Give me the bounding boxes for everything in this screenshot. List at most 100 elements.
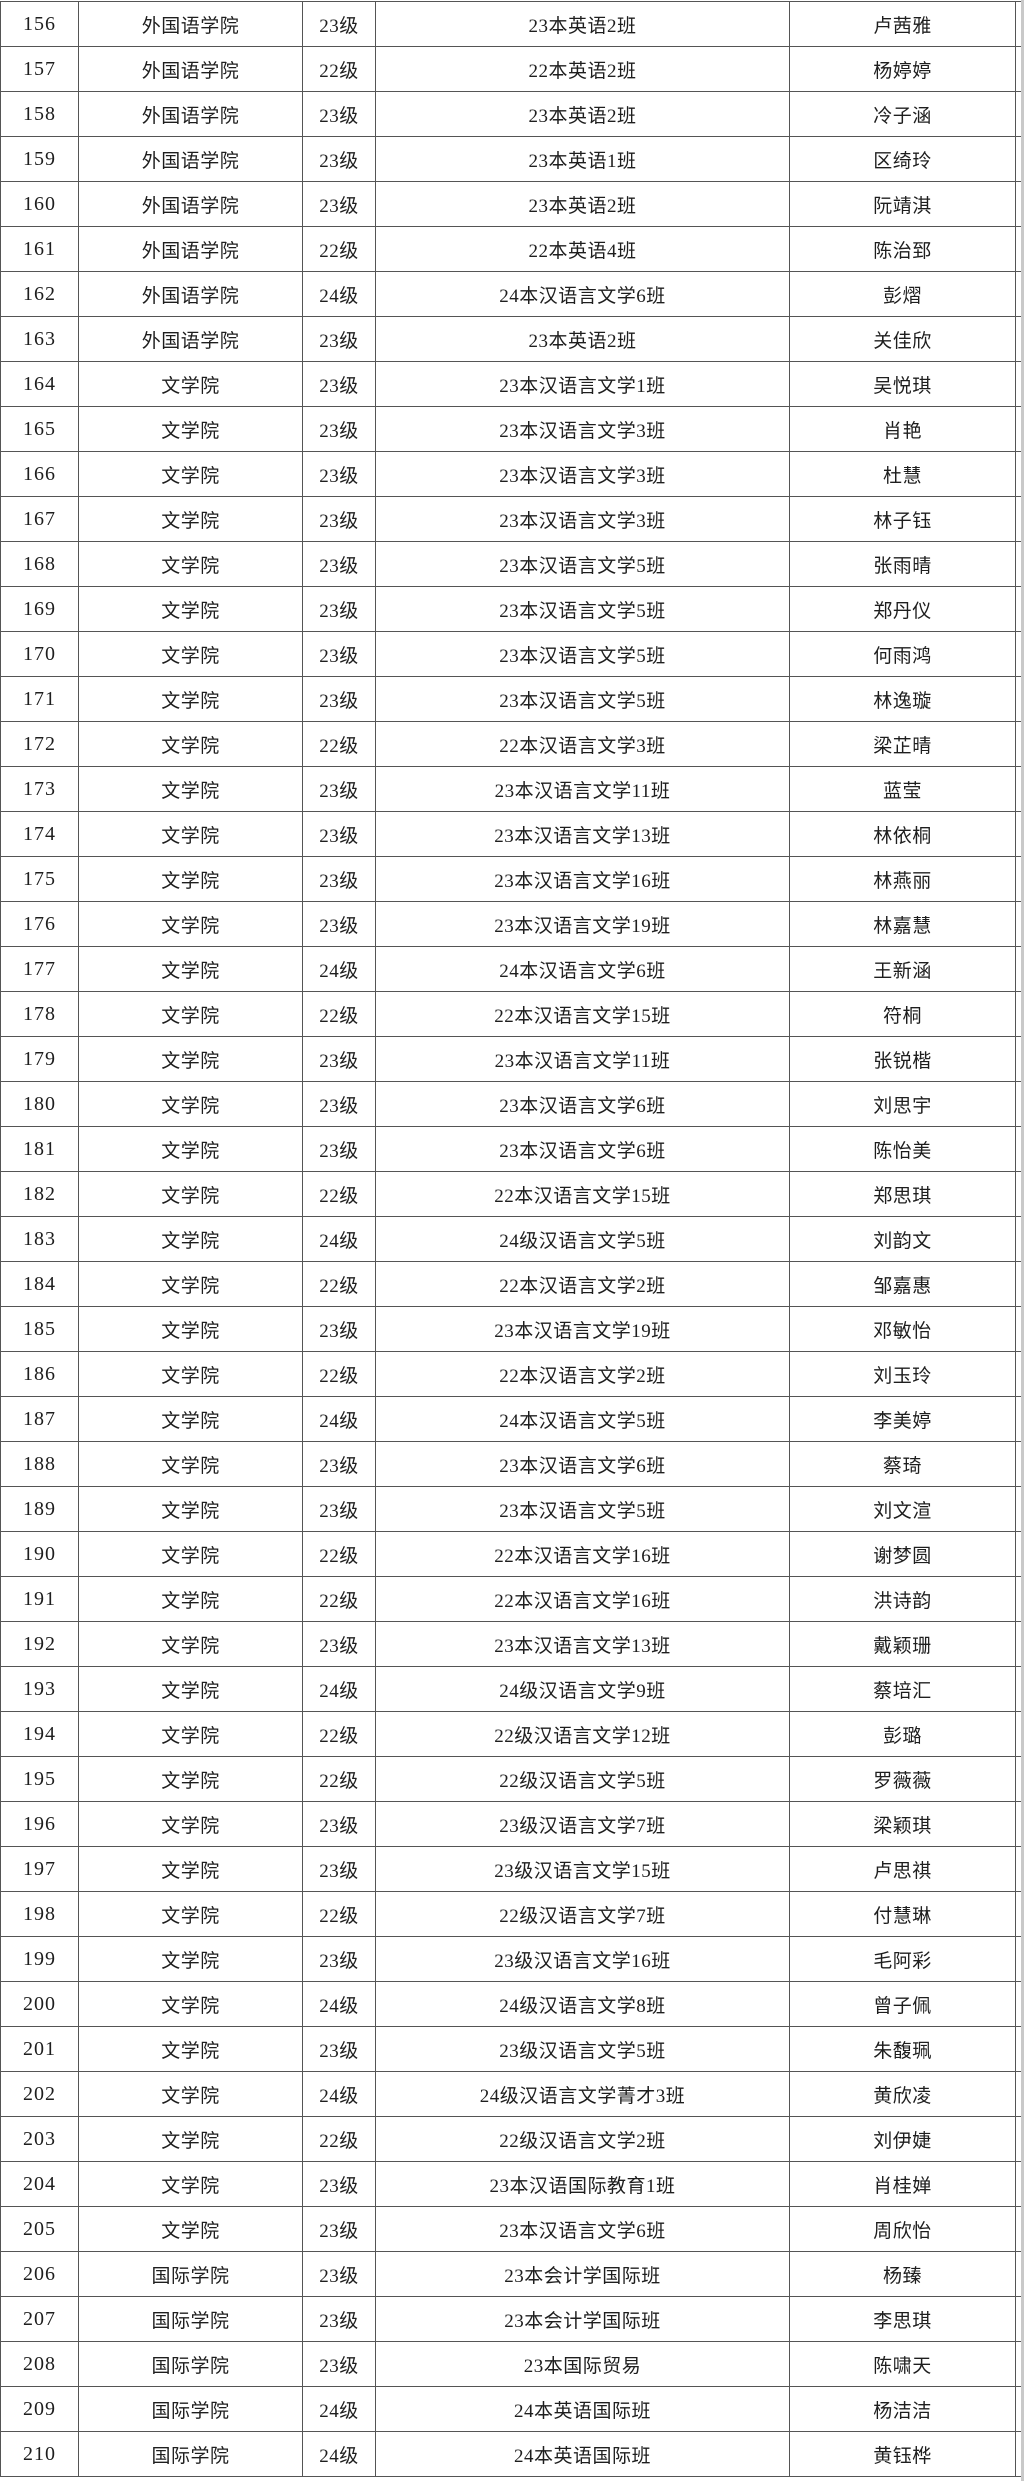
cell-student-name: 郑思琪 bbox=[789, 1171, 1016, 1217]
cell-class: 23本汉语言文学5班 bbox=[375, 541, 790, 587]
cell-grade: 22级 bbox=[302, 721, 376, 767]
cell-college: 文学院 bbox=[78, 1126, 303, 1172]
cell-class: 22本英语4班 bbox=[375, 226, 790, 272]
cell-class: 22本汉语言文学15班 bbox=[375, 991, 790, 1037]
cell-student-name: 彭熠 bbox=[789, 271, 1016, 317]
cell-student-name: 梁芷晴 bbox=[789, 721, 1016, 767]
table-row: 174 文学院 23级 23本汉语言文学13班 林依桐 bbox=[0, 811, 1022, 857]
cell-grade: 23级 bbox=[302, 676, 376, 722]
cell-grade: 23级 bbox=[302, 1936, 376, 1982]
cell-class: 23级汉语言文学5班 bbox=[375, 2026, 790, 2072]
cell-class: 23级汉语言文学7班 bbox=[375, 1801, 790, 1847]
cell-college: 文学院 bbox=[78, 811, 303, 857]
cell-row-number: 157 bbox=[0, 46, 79, 92]
cell-grade: 23级 bbox=[302, 316, 376, 362]
cell-college: 外国语学院 bbox=[78, 316, 303, 362]
table-row: 175 文学院 23级 23本汉语言文学16班 林燕丽 bbox=[0, 856, 1022, 902]
cell-row-number: 182 bbox=[0, 1171, 79, 1217]
cell-student-name: 朱馥珮 bbox=[789, 2026, 1016, 2072]
cell-class: 23本汉语言文学13班 bbox=[375, 1621, 790, 1667]
cell-student-name: 刘韵文 bbox=[789, 1216, 1016, 1262]
cell-student-name: 冷子涵 bbox=[789, 91, 1016, 137]
table-row: 190 文学院 22级 22本汉语言文学16班 谢梦圆 bbox=[0, 1531, 1022, 1577]
cell-student-name: 杨婷婷 bbox=[789, 46, 1016, 92]
table-row: 188 文学院 23级 23本汉语言文学6班 蔡琦 bbox=[0, 1441, 1022, 1487]
cell-college: 文学院 bbox=[78, 1576, 303, 1622]
cell-grade: 23级 bbox=[302, 361, 376, 407]
cell-grade: 23级 bbox=[302, 1846, 376, 1892]
cell-row-number: 161 bbox=[0, 226, 79, 272]
cell-class: 24本汉语言文学6班 bbox=[375, 946, 790, 992]
cell-class: 22本汉语言文学3班 bbox=[375, 721, 790, 767]
table-row: 178 文学院 22级 22本汉语言文学15班 符桐 bbox=[0, 991, 1022, 1037]
cell-grade: 23级 bbox=[302, 1081, 376, 1127]
cell-row-number: 181 bbox=[0, 1126, 79, 1172]
table-row: 161 外国语学院 22级 22本英语4班 陈治郅 bbox=[0, 226, 1022, 272]
cell-row-number: 163 bbox=[0, 316, 79, 362]
table-row: 160 外国语学院 23级 23本英语2班 阮靖淇 bbox=[0, 181, 1022, 227]
cell-row-number: 191 bbox=[0, 1576, 79, 1622]
cell-row-number: 179 bbox=[0, 1036, 79, 1082]
cell-student-name: 蓝莹 bbox=[789, 766, 1016, 812]
cell-college: 国际学院 bbox=[78, 2341, 303, 2387]
cell-row-number: 199 bbox=[0, 1936, 79, 1982]
cell-student-name: 罗薇薇 bbox=[789, 1756, 1016, 1802]
cell-college: 国际学院 bbox=[78, 2251, 303, 2297]
cell-college: 国际学院 bbox=[78, 2296, 303, 2342]
cell-row-number: 171 bbox=[0, 676, 79, 722]
cell-college: 国际学院 bbox=[78, 2431, 303, 2477]
cell-class: 23本英语2班 bbox=[375, 316, 790, 362]
cell-grade: 23级 bbox=[302, 451, 376, 497]
cell-college: 文学院 bbox=[78, 1036, 303, 1082]
cell-row-number: 208 bbox=[0, 2341, 79, 2387]
cell-grade: 22级 bbox=[302, 1891, 376, 1937]
cell-student-name: 杨洁洁 bbox=[789, 2386, 1016, 2432]
table-row: 183 文学院 24级 24级汉语言文学5班 刘韵文 bbox=[0, 1216, 1022, 1262]
cell-class: 23本国际贸易 bbox=[375, 2341, 790, 2387]
cell-class: 22本英语2班 bbox=[375, 46, 790, 92]
cell-row-number: 203 bbox=[0, 2116, 79, 2162]
cell-grade: 23级 bbox=[302, 1036, 376, 1082]
cell-grade: 23级 bbox=[302, 1621, 376, 1667]
cell-college: 文学院 bbox=[78, 1621, 303, 1667]
cell-class: 23本英语1班 bbox=[375, 136, 790, 182]
table-row: 180 文学院 23级 23本汉语言文学6班 刘思宇 bbox=[0, 1081, 1022, 1127]
cell-row-number: 196 bbox=[0, 1801, 79, 1847]
cell-student-name: 刘思宇 bbox=[789, 1081, 1016, 1127]
cell-class: 23本英语2班 bbox=[375, 181, 790, 227]
cell-class: 22本汉语言文学2班 bbox=[375, 1261, 790, 1307]
cell-row-number: 205 bbox=[0, 2206, 79, 2252]
cell-grade: 24级 bbox=[302, 1396, 376, 1442]
table-row: 187 文学院 24级 24本汉语言文学5班 李美婷 bbox=[0, 1396, 1022, 1442]
cell-row-number: 202 bbox=[0, 2071, 79, 2117]
cell-student-name: 林子钰 bbox=[789, 496, 1016, 542]
cell-student-name: 杨臻 bbox=[789, 2251, 1016, 2297]
cell-row-number: 177 bbox=[0, 946, 79, 992]
cell-student-name: 刘玉玲 bbox=[789, 1351, 1016, 1397]
cell-grade: 24级 bbox=[302, 1216, 376, 1262]
cell-row-number: 185 bbox=[0, 1306, 79, 1352]
cell-row-number: 184 bbox=[0, 1261, 79, 1307]
cell-grade: 22级 bbox=[302, 1711, 376, 1757]
table-row: 169 文学院 23级 23本汉语言文学5班 郑丹仪 bbox=[0, 586, 1022, 632]
cell-extra-sliver bbox=[1015, 2431, 1022, 2477]
cell-student-name: 洪诗韵 bbox=[789, 1576, 1016, 1622]
cell-student-name: 林燕丽 bbox=[789, 856, 1016, 902]
cell-class: 23本汉语言文学3班 bbox=[375, 496, 790, 542]
cell-grade: 23级 bbox=[302, 586, 376, 632]
table-row: 179 文学院 23级 23本汉语言文学11班 张锐楷 bbox=[0, 1036, 1022, 1082]
table-row: 185 文学院 23级 23本汉语言文学19班 邓敏怡 bbox=[0, 1306, 1022, 1352]
cell-college: 外国语学院 bbox=[78, 226, 303, 272]
table-row: 173 文学院 23级 23本汉语言文学11班 蓝莹 bbox=[0, 766, 1022, 812]
cell-student-name: 肖桂婵 bbox=[789, 2161, 1016, 2207]
cell-class: 23本汉语言文学3班 bbox=[375, 406, 790, 452]
table-row: 184 文学院 22级 22本汉语言文学2班 邹嘉惠 bbox=[0, 1261, 1022, 1307]
cell-grade: 23级 bbox=[302, 1801, 376, 1847]
cell-grade: 24级 bbox=[302, 946, 376, 992]
cell-college: 文学院 bbox=[78, 1261, 303, 1307]
cell-student-name: 关佳欣 bbox=[789, 316, 1016, 362]
cell-row-number: 168 bbox=[0, 541, 79, 587]
cell-college: 文学院 bbox=[78, 1756, 303, 1802]
cell-class: 22本汉语言文学15班 bbox=[375, 1171, 790, 1217]
